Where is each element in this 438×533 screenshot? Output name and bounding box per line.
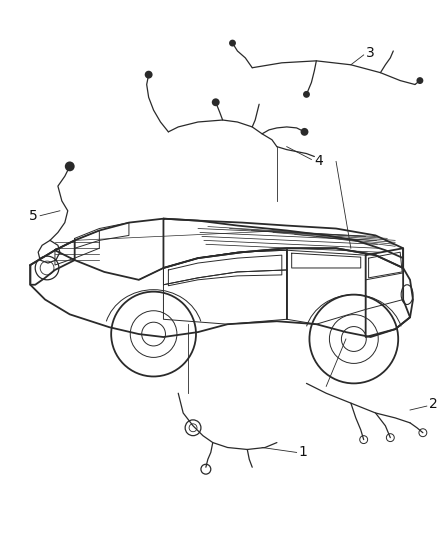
Circle shape — [65, 161, 74, 171]
Text: 2: 2 — [429, 397, 438, 411]
Text: 3: 3 — [366, 46, 374, 60]
Circle shape — [212, 98, 220, 106]
Circle shape — [145, 71, 152, 78]
Circle shape — [417, 77, 424, 84]
Circle shape — [300, 128, 308, 136]
Text: 1: 1 — [299, 446, 307, 459]
Circle shape — [229, 39, 236, 46]
Text: 4: 4 — [314, 155, 323, 168]
Text: 5: 5 — [29, 209, 38, 223]
Circle shape — [303, 91, 310, 98]
